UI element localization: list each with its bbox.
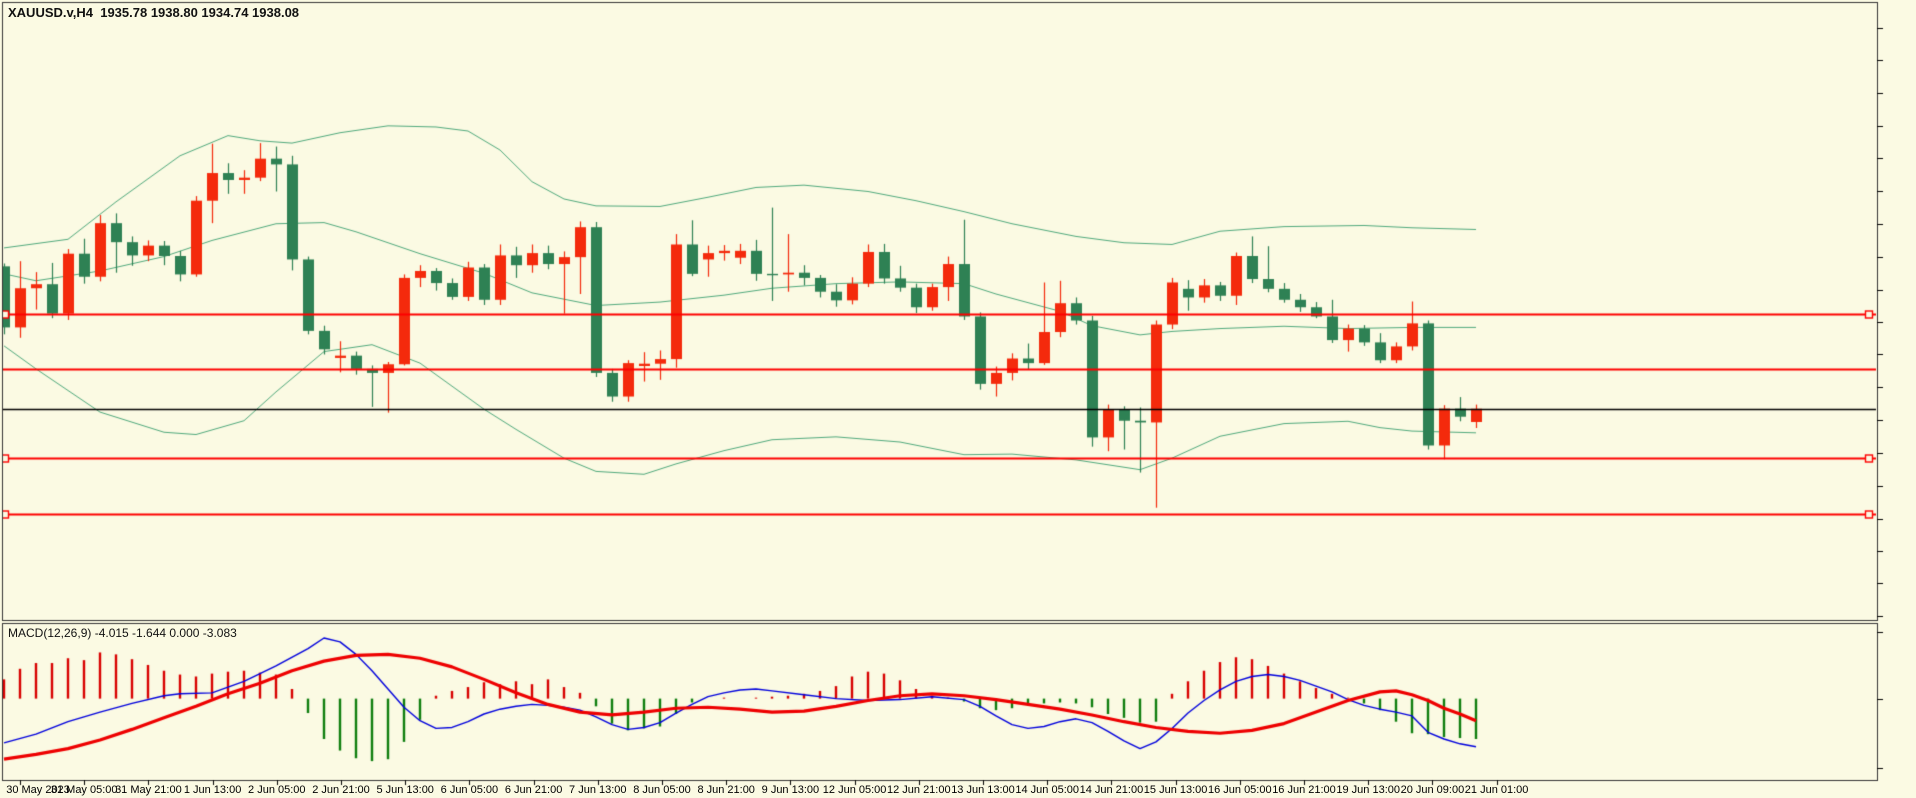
time-axis-label: 6 Jun 21:00 (504, 784, 563, 796)
time-axis-label: 31 May 21:00 (115, 784, 182, 796)
time-axis[interactable]: 30 May 2023 31 May 05:00 31 May 21:00 1 Jun… (0, 780, 1877, 798)
time-axis-label: 6 Jun 05:00 (440, 784, 499, 796)
time-axis-label: 12 Jun 21:00 (886, 784, 951, 796)
time-axis-label: 16 Jun 21:00 (1272, 784, 1336, 796)
time-axis-label: 8 Jun 05:00 (633, 784, 691, 796)
time-axis-label: 21 Jun 01:00 (1464, 784, 1529, 796)
time-axis-label: 14 Jun 21:00 (1079, 784, 1144, 796)
time-axis-label: 2 Jun 05:00 (248, 784, 306, 796)
time-axis-label: 31 May 05:00 (50, 784, 118, 796)
time-axis-label: 13 Jun 13:00 (951, 784, 1015, 796)
time-axis-label: 1 Jun 13:00 (183, 784, 242, 796)
time-axis-label: 19 Jun 13:00 (1336, 784, 1400, 796)
time-axis-label: 7 Jun 13:00 (569, 784, 627, 796)
time-axis-label: 9 Jun 13:00 (761, 784, 820, 796)
symbol-ohlc-title: XAUUSD.v,H4 1935.78 1938.80 1934.74 1938… (8, 5, 300, 20)
time-axis-label: 20 Jun 09:00 (1400, 784, 1465, 796)
time-axis-label: 30 May 2023 (6, 784, 70, 796)
time-axis-label: 12 Jun 05:00 (822, 784, 887, 796)
time-axis-label: 14 Jun 05:00 (1015, 784, 1079, 796)
time-axis-label: 8 Jun 21:00 (697, 784, 755, 796)
price-axis[interactable]: 2004.201998.651992.951987.251981.551975.… (1877, 0, 1916, 798)
time-axis-label: 2 Jun 21:00 (312, 784, 370, 796)
time-axis-label: 5 Jun 13:00 (376, 784, 434, 796)
time-axis-label: 16 Jun 05:00 (1207, 784, 1272, 796)
macd-indicator-label: MACD(12,26,9) -4.015 -1.644 0.000 -3.083 (8, 626, 237, 640)
time-axis-label: 15 Jun 13:00 (1143, 784, 1208, 796)
